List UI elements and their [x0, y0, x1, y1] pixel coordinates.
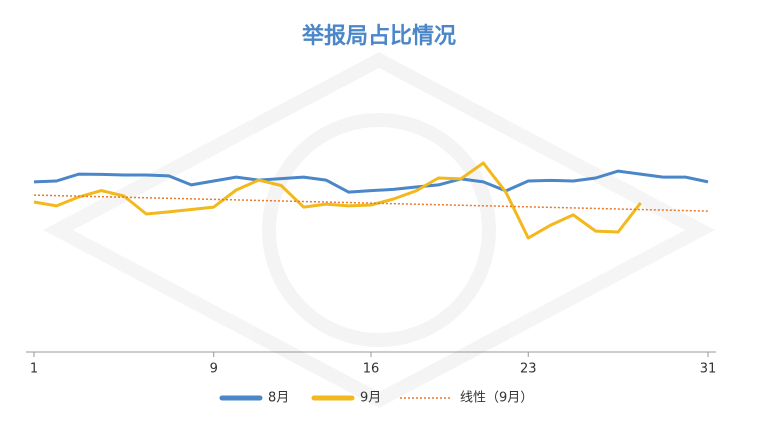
- x-tick-label: 31: [700, 362, 717, 377]
- x-tick-label: 1: [30, 362, 38, 377]
- legend: 8月 9月 线性（9月）: [219, 391, 533, 406]
- chart-title: 举报局占比情况: [301, 23, 456, 49]
- legend-label: 线性（9月）: [460, 391, 533, 406]
- x-tick-label: 23: [520, 362, 537, 377]
- trend-line: [33, 194, 709, 212]
- series-line: [33, 169, 709, 194]
- x-tick-label: 16: [363, 362, 380, 377]
- legend-label: 9月: [360, 391, 381, 406]
- watermark: [43, 52, 715, 408]
- x-tick-label: 9: [210, 362, 218, 377]
- series-line: [33, 161, 642, 240]
- legend-label: 8月: [268, 391, 289, 406]
